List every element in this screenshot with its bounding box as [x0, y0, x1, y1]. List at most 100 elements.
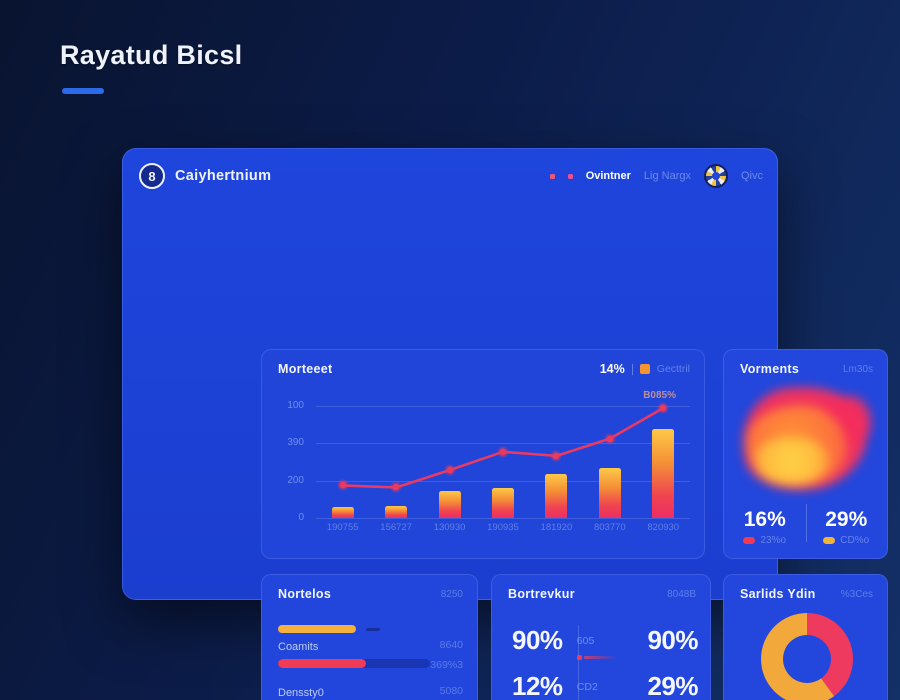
progress-row-label: Denssty0: [278, 687, 324, 699]
separator: [631, 363, 633, 375]
metric-row: 12% CD2 29%: [512, 671, 698, 700]
bar: [438, 490, 461, 518]
progress-bar-value: 369%3: [430, 659, 463, 671]
title-underline: [62, 88, 104, 94]
line-series: [316, 406, 690, 518]
nav-item-primary[interactable]: Ovintner: [585, 170, 631, 182]
y-tick-label: 100: [287, 399, 304, 411]
line-point: [339, 481, 347, 489]
legend-swatch-icon: [639, 364, 650, 374]
line-point: [446, 466, 454, 474]
column-divider: [578, 625, 579, 700]
gridline: [316, 406, 690, 407]
avatar-wheel-icon[interactable]: [704, 164, 728, 188]
progress-row-value: 5080: [439, 685, 463, 697]
progress-row-value: 8640: [439, 639, 463, 651]
line-point: [659, 404, 667, 412]
mini-bar-row: [278, 625, 380, 633]
progress-line: [583, 655, 616, 659]
grid: [316, 406, 690, 519]
line-point: [606, 435, 614, 443]
stat-block: 29% CD%o: [806, 508, 888, 546]
heat-panel: Vorments Lm30s 16% 23%o 29% CD%o: [723, 349, 888, 559]
mini-progress-bar: [278, 625, 356, 633]
stat-label: 23%o: [760, 535, 787, 546]
gridline: [316, 518, 690, 519]
metric-mid-label: CD2: [576, 680, 598, 693]
line-point: [552, 452, 560, 460]
line-point: [392, 483, 400, 491]
progress-row-label: Coamits: [278, 641, 319, 653]
bar: [545, 474, 568, 518]
panel-meta: Lm30s: [842, 363, 873, 375]
annotation-label: B085%: [643, 390, 676, 401]
progress-panel-header: Nortelos 8250: [278, 587, 463, 601]
panel-title: Morteeet: [278, 362, 333, 376]
flame-blob: [751, 436, 831, 485]
x-tick-label: 181920: [540, 522, 573, 533]
status-dot-icon: [549, 173, 555, 179]
bar-line-plot: B085%: [316, 390, 690, 519]
stat-value: 29%: [825, 508, 868, 531]
metric-row: 90% 605 90%: [512, 625, 698, 660]
donut-hole: [783, 635, 831, 683]
x-tick-label: 130930: [433, 522, 466, 533]
heat-panel-header: Vorments Lm30s: [740, 362, 873, 376]
metrics-panel: Bortrevkur 8048B 90% 605 90% 12% CD2: [491, 574, 711, 700]
x-tick-label: 820930: [647, 522, 680, 533]
donut-panel-header: Sarlids Ydin %3Ces: [740, 587, 873, 601]
status-dot-icon: [567, 173, 573, 179]
metric-value: 90%: [647, 625, 698, 655]
y-axis: 100 390 200 0: [272, 400, 310, 523]
progress-track: [278, 659, 430, 668]
legend-swatch-icon: [743, 537, 756, 544]
bar-series: [316, 406, 690, 518]
dashboard-card: 8 Caiyhertnium Ovintner Lig Nargx Qivc M…: [122, 148, 888, 700]
header-nav: Ovintner Lig Nargx Qivc: [549, 164, 763, 188]
bar: [385, 505, 408, 518]
bar: [331, 506, 354, 518]
stat-label: CD%o: [840, 535, 870, 546]
metric-mini-progress: [576, 654, 616, 660]
stat-value: 16%: [743, 508, 786, 531]
gridline: [316, 480, 690, 482]
panel-meta: 8250: [440, 588, 463, 600]
x-tick-label: 156727: [380, 522, 412, 533]
heatmap-flame-image: [738, 382, 874, 496]
x-axis: 190755 156727 130930 190935 181920 803770 8209…: [316, 522, 690, 533]
line-point: [499, 448, 507, 456]
nav-item-profile[interactable]: Qivc: [741, 170, 763, 182]
market-chart-panel: Morteeet 14% Gecttril 100 390 200 0 B085% 1…: [261, 349, 705, 559]
stat-divider: [805, 504, 807, 542]
legend-swatch-icon: [823, 537, 836, 544]
bar: [598, 468, 621, 518]
x-tick-label: 190935: [487, 522, 519, 533]
x-tick-label: 190755: [326, 522, 359, 533]
panel-title: Bortrevkur: [508, 587, 575, 601]
market-panel-header: Morteeet 14% Gecttril: [278, 362, 690, 376]
panel-title: Sarlids Ydin: [740, 587, 816, 601]
nav-item-secondary[interactable]: Lig Nargx: [643, 170, 691, 182]
x-tick-label: 803770: [593, 522, 626, 533]
bar: [652, 429, 675, 518]
y-tick-label: 200: [287, 474, 304, 486]
bar: [491, 488, 514, 518]
metric-mid: CD2: [577, 681, 648, 693]
mini-bar-dash: [366, 627, 380, 631]
progress-dot-icon: [576, 654, 582, 660]
page-title: Rayatud Bicsl: [60, 40, 243, 70]
panel-title: Nortelos: [278, 587, 332, 601]
metric-value: 90%: [512, 625, 563, 655]
chart-legend: 14% Gecttril: [600, 362, 690, 376]
metrics-panel-header: Bortrevkur 8048B: [508, 587, 696, 601]
gridline: [316, 443, 690, 445]
brand-name: Caiyhertnium: [175, 168, 272, 184]
progress-panel: Nortelos 8250 Coamits 8640 369%3 Denssty…: [261, 574, 478, 700]
metric-mid: 605: [576, 634, 648, 660]
stat-value: 14%: [599, 362, 625, 376]
brand-logo-icon: 8: [139, 163, 165, 189]
panel-title: Vorments: [740, 362, 800, 376]
metric-mid-label: 605: [576, 634, 595, 647]
stat-block: 16% 23%o: [724, 508, 806, 546]
